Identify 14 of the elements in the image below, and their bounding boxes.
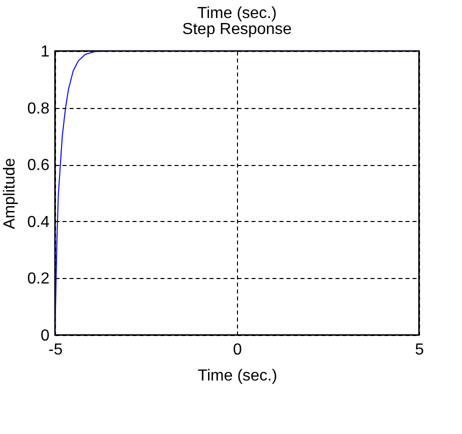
y-tick-label: 0	[40, 328, 50, 344]
chart-subtitle: Step Response	[182, 21, 292, 38]
line-series	[55, 51, 419, 335]
x-tick-label: 5	[415, 342, 424, 358]
y-tick-label: 0.4	[27, 214, 50, 231]
x-tick-label: 0	[233, 342, 242, 358]
x-tick-label: -5	[48, 342, 63, 358]
y-tick-label: 0.6	[27, 157, 50, 174]
y-tick-label: 0.2	[27, 270, 50, 288]
y-tick-label: 0.8	[27, 100, 50, 118]
chart-title: Time (sec.)	[197, 5, 277, 22]
x-axis-title: Time (sec.)	[198, 368, 278, 384]
y-axis-title: Amplitude	[1, 158, 18, 230]
y-tick-label: 1	[40, 44, 50, 60]
